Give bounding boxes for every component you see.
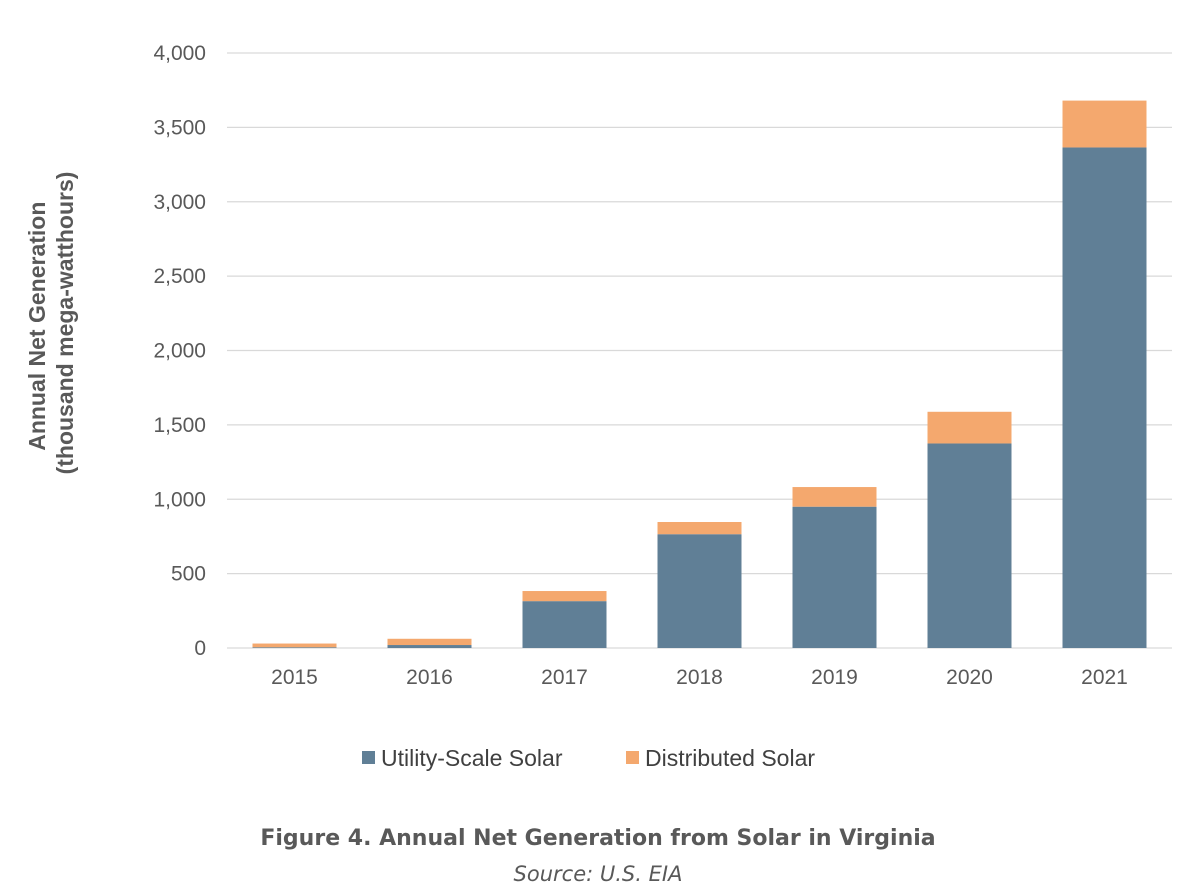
- gridlines: [227, 52, 1172, 649]
- bar-distributed-2015: [252, 643, 337, 648]
- figure-caption: Figure 4. Annual Net Generation from Sol…: [260, 826, 936, 851]
- x-tick-label: 2018: [676, 666, 723, 689]
- y-tick-label: 0: [194, 637, 206, 660]
- bar-distributed-2019: [792, 487, 877, 507]
- legend: Utility-Scale Solar Distributed Solar: [362, 745, 815, 771]
- legend-swatch: [626, 751, 639, 764]
- bar-utility-scale-2017: [522, 601, 607, 648]
- bar-distributed-2016: [387, 638, 472, 646]
- bar-utility-scale-2021: [1062, 147, 1147, 649]
- y-tick-label: 4,000: [153, 42, 206, 65]
- y-axis-label-line2: (thousand mega-watthours): [52, 172, 78, 475]
- legend-label: Distributed Solar: [645, 745, 815, 771]
- y-axis-ticks: 0 500 1,000 1,500 2,000 2,500 3,000 3,500 4,000: [153, 42, 206, 660]
- y-tick-label: 500: [171, 563, 206, 586]
- x-axis-ticks: 2015 2016 2017 2018 2019 2020 2021: [271, 666, 1128, 689]
- x-tick-label: 2017: [541, 666, 588, 689]
- y-tick-label: 1,000: [153, 488, 206, 511]
- x-tick-label: 2015: [271, 666, 318, 689]
- x-tick-label: 2020: [946, 666, 993, 689]
- x-tick-label: 2016: [406, 666, 453, 689]
- y-tick-label: 2,000: [153, 340, 206, 363]
- stacked-bar-chart: 05001,0001,5002,0002,5003,0003,5004,000 …: [24, 42, 1172, 771]
- bars: [252, 100, 1147, 649]
- y-tick-label: 3,000: [153, 191, 206, 214]
- y-axis-label: Annual Net Generation (thousand mega-wat…: [24, 172, 78, 475]
- y-axis-label-line1: Annual Net Generation: [24, 202, 50, 451]
- y-tick-label: 3,500: [153, 116, 206, 139]
- x-tick-label: 2019: [811, 666, 858, 689]
- y-tick-label: 2,500: [153, 265, 206, 288]
- bar-utility-scale-2020: [927, 443, 1012, 648]
- figure-source: Source: U.S. EIA: [513, 862, 683, 886]
- bar-utility-scale-2018: [657, 534, 742, 648]
- bar-distributed-2017: [522, 591, 607, 602]
- y-tick-label: 1,500: [153, 414, 206, 437]
- bar-utility-scale-2019: [792, 506, 877, 648]
- legend-swatch: [362, 751, 375, 764]
- bar-distributed-2021: [1062, 100, 1147, 148]
- bar-distributed-2018: [657, 522, 742, 535]
- bar-distributed-2020: [927, 411, 1012, 444]
- bar-utility-scale-2015: [252, 647, 337, 648]
- x-tick-label: 2021: [1081, 666, 1128, 689]
- legend-label: Utility-Scale Solar: [381, 745, 563, 771]
- bar-utility-scale-2016: [387, 645, 472, 648]
